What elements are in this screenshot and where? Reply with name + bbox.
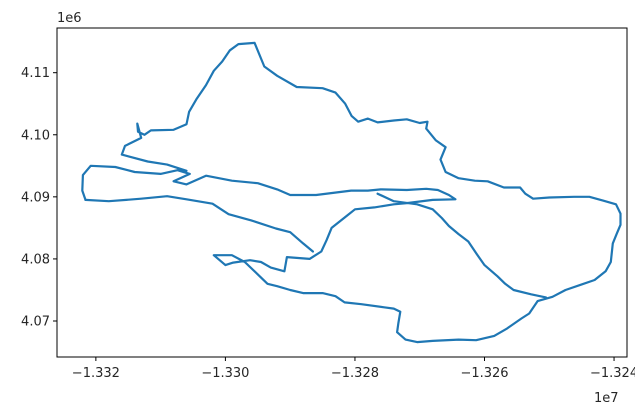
axes-frame <box>56 27 628 358</box>
x-tick-label: −1.330 <box>201 366 249 381</box>
outline-path-2 <box>84 195 314 253</box>
y-tick-label: 4.07 <box>21 314 50 329</box>
y-tick-label: 4.09 <box>21 190 50 205</box>
y-tick-label: 4.11 <box>21 66 50 81</box>
plot-area <box>81 41 622 344</box>
y-tick-label: 4.08 <box>21 252 50 267</box>
outline-path-3 <box>376 192 548 299</box>
x-axis: −1.332 −1.330 −1.328 −1.326 −1.324 <box>72 357 635 381</box>
x-tick-label: −1.332 <box>72 366 120 381</box>
x-tick-label: −1.324 <box>590 366 635 381</box>
y-offset-label: 1e6 <box>57 11 82 26</box>
x-offset-label: 1e7 <box>594 391 619 406</box>
x-tick-label: −1.328 <box>331 366 379 381</box>
y-axis: 4.07 4.08 4.09 4.10 4.11 <box>21 66 57 329</box>
y-tick-label: 4.10 <box>21 128 50 143</box>
x-tick-label: −1.326 <box>460 366 508 381</box>
outline-path-1 <box>81 41 622 344</box>
